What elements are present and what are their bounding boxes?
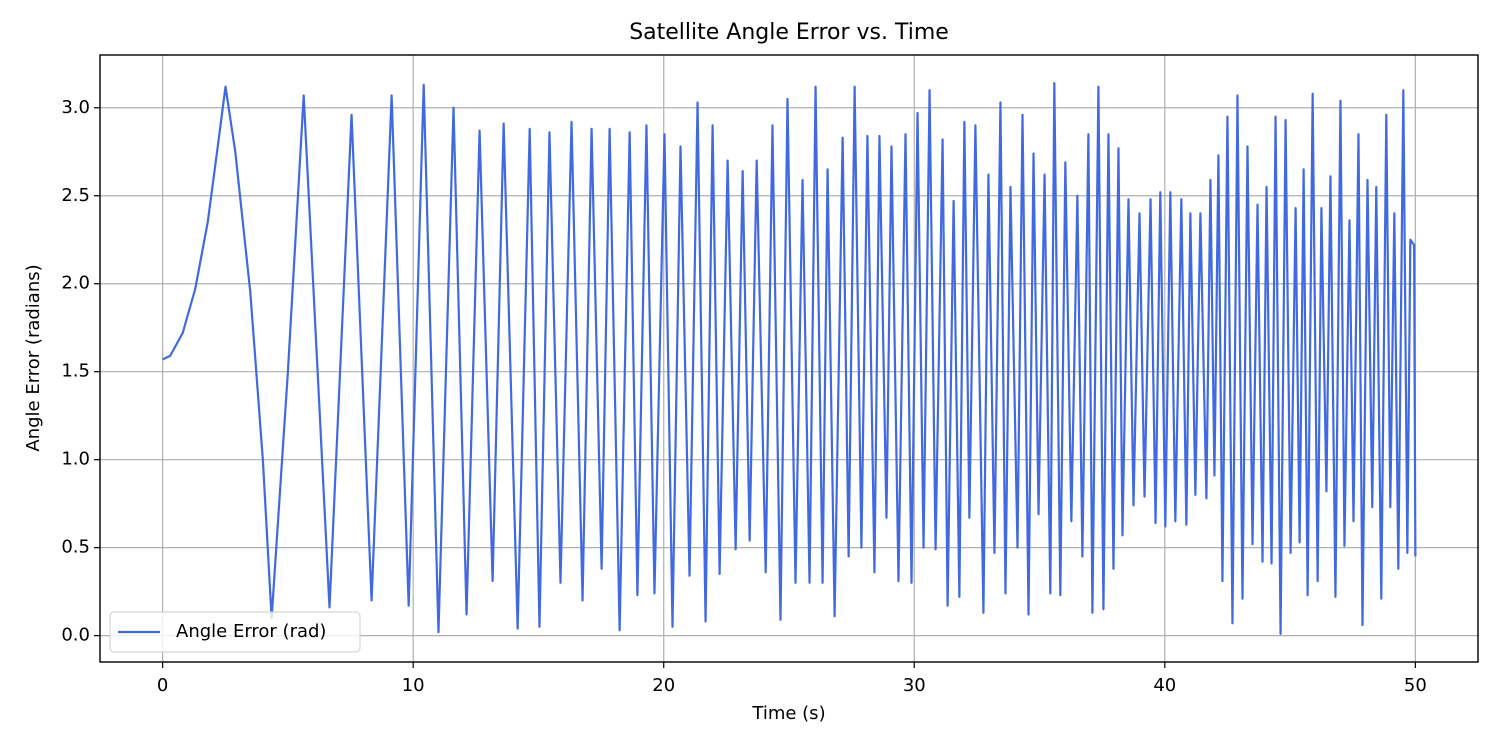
x-tick-label: 50 [1404,675,1427,696]
y-tick-label: 2.5 [61,185,90,206]
x-tick-label: 40 [1153,675,1176,696]
y-tick-label: 1.5 [61,361,90,382]
x-tick-label: 10 [402,675,425,696]
y-tick-label: 1.0 [61,449,90,470]
legend-box [109,611,361,653]
plot-area: 0 10 20 30 40 50 0.0 0.5 1.0 1.5 2.0 2.5 3.0 Angle Er… [61,54,1479,696]
x-tick-label: 30 [903,675,926,696]
x-tick-label: 0 [157,675,168,696]
y-tick-label: 0.5 [61,537,90,558]
x-axis-label: Time (s) [751,703,825,724]
y-tick-label: 0.0 [61,625,90,646]
plot-frame [99,54,1479,663]
y-tick-label: 2.0 [61,273,90,294]
y-axis-label: Angle Error (radians) [23,264,44,451]
chart-title: Satellite Angle Error vs. Time [629,20,949,45]
legend: Angle Error (rad) [109,611,361,653]
y-tick-label: 3.0 [61,97,90,118]
data-line [162,82,1417,635]
x-tick-label: 20 [652,675,675,696]
legend-label: Angle Error (rad) [176,621,326,642]
